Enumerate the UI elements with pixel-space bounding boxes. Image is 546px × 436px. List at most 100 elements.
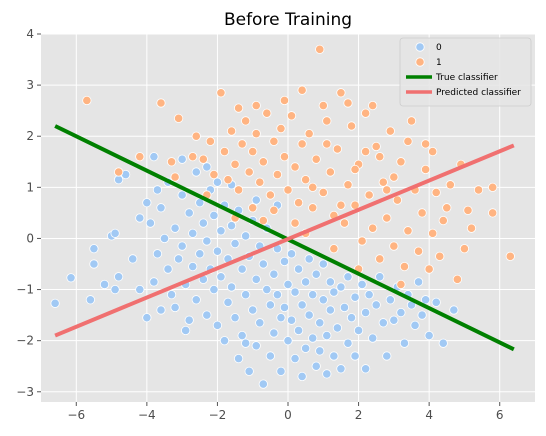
data-point-class-0: [315, 346, 325, 356]
data-point-class-0: [202, 236, 212, 246]
data-point-class-1: [431, 187, 441, 198]
data-point-class-0: [177, 241, 187, 251]
data-point-class-0: [308, 290, 318, 300]
data-point-class-0: [89, 244, 99, 254]
data-point-class-1: [272, 169, 283, 180]
data-point-class-0: [290, 353, 300, 364]
y-tick-label: 3: [26, 78, 34, 92]
data-point-class-0: [350, 292, 360, 302]
data-point-class-1: [322, 139, 332, 149]
data-point-class-0: [286, 249, 297, 259]
data-point-class-0: [382, 351, 392, 361]
data-point-class-0: [368, 333, 378, 343]
data-point-class-1: [174, 113, 184, 123]
data-point-class-0: [85, 295, 96, 305]
data-point-class-1: [297, 139, 307, 149]
data-point-class-1: [488, 208, 498, 218]
data-point-class-1: [322, 116, 332, 126]
data-point-class-1: [191, 131, 201, 141]
x-tick-label: 0: [284, 408, 292, 422]
data-point-class-0: [336, 282, 346, 292]
classifier-lines: [54, 124, 515, 352]
data-point-class-1: [357, 236, 367, 246]
data-point-class-0: [258, 379, 268, 389]
data-point-class-1: [283, 185, 293, 195]
data-point-class-0: [361, 307, 371, 318]
data-point-class-1: [209, 169, 219, 180]
data-point-class-0: [184, 208, 194, 218]
data-point-class-0: [421, 295, 431, 305]
data-point-class-0: [181, 325, 191, 336]
data-point-class-0: [293, 325, 304, 336]
data-point-class-0: [128, 254, 138, 264]
data-point-class-1: [237, 139, 247, 149]
data-point-class-1: [399, 261, 410, 272]
data-point-class-1: [403, 136, 413, 146]
y-tick-label: 1: [26, 180, 34, 194]
data-point-class-0: [166, 290, 177, 300]
data-point-class-1: [188, 152, 198, 162]
data-point-class-0: [230, 238, 240, 249]
data-point-class-0: [318, 295, 328, 305]
data-point-class-0: [339, 302, 350, 313]
data-point-class-1: [205, 136, 215, 146]
data-point-class-0: [230, 313, 240, 323]
data-point-class-0: [276, 313, 286, 323]
data-point-class-0: [191, 295, 201, 305]
data-point-class-0: [212, 177, 223, 187]
data-point-class-1: [234, 103, 244, 113]
data-point-class-1: [421, 139, 431, 149]
data-point-class-1: [413, 246, 424, 256]
data-point-class-1: [114, 167, 124, 177]
data-point-class-1: [293, 198, 304, 208]
data-point-class-0: [413, 277, 424, 287]
data-point-class-1: [403, 226, 413, 236]
x-tick-label: 2: [355, 408, 363, 422]
data-point-class-0: [283, 279, 293, 290]
data-point-class-1: [234, 185, 244, 195]
x-tick-label: −2: [209, 408, 227, 422]
data-point-class-0: [251, 274, 261, 284]
data-point-class-1: [315, 44, 325, 54]
data-point-class-0: [438, 338, 448, 348]
x-tick-label: −4: [138, 408, 156, 422]
data-point-class-1: [290, 162, 300, 172]
data-point-class-1: [308, 203, 318, 213]
data-point-class-0: [297, 371, 307, 382]
data-point-class-1: [318, 100, 328, 111]
data-point-class-0: [198, 218, 208, 228]
data-point-class-1: [308, 182, 318, 192]
data-point-class-0: [219, 336, 230, 346]
data-point-class-1: [258, 215, 268, 226]
data-point-class-0: [99, 279, 110, 290]
data-point-class-0: [163, 264, 173, 274]
data-point-class-0: [286, 315, 297, 325]
data-point-class-0: [209, 284, 219, 295]
data-point-class-0: [66, 273, 76, 283]
data-point-class-0: [311, 269, 321, 279]
data-point-class-0: [195, 249, 205, 259]
data-point-class-0: [265, 300, 275, 310]
data-point-class-0: [237, 330, 247, 341]
data-point-class-1: [251, 100, 261, 111]
data-point-class-0: [188, 228, 198, 238]
data-point-class-0: [156, 203, 166, 213]
data-point-class-0: [152, 185, 163, 195]
y-tick-label: −3: [16, 385, 34, 399]
data-point-class-1: [216, 88, 226, 98]
data-point-class-0: [304, 254, 314, 264]
data-point-class-1: [435, 251, 445, 261]
data-point-class-0: [290, 287, 300, 297]
chart-title: Before Training: [224, 10, 352, 30]
data-point-class-0: [177, 190, 187, 200]
data-point-class-0: [149, 152, 159, 162]
data-point-class-1: [466, 223, 477, 233]
data-point-class-0: [279, 256, 290, 267]
data-point-class-0: [244, 366, 254, 376]
data-point-class-0: [276, 366, 286, 376]
data-point-class-0: [184, 315, 194, 325]
data-point-class-1: [276, 123, 286, 134]
data-point-class-0: [308, 333, 318, 343]
data-point-class-1: [318, 187, 328, 198]
data-point-class-0: [251, 341, 261, 351]
